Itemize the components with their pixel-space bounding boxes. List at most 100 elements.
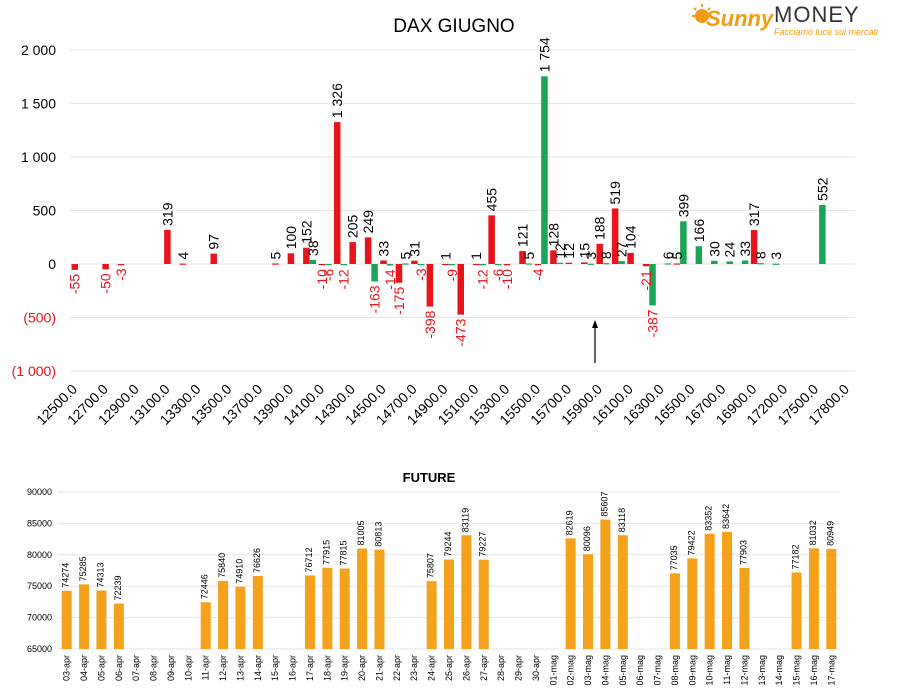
x-tick-label: 16-mag bbox=[809, 655, 819, 686]
data-label: 128 bbox=[545, 223, 561, 247]
data-label: 83642 bbox=[721, 504, 731, 529]
future-chart: FUTURE 90000 85000 80000 75000 70000 65000 74… bbox=[27, 470, 840, 686]
data-label: -12 bbox=[475, 269, 491, 289]
x-tick-label: 12-mag bbox=[739, 655, 749, 686]
x-tick-label: 27-apr bbox=[479, 655, 489, 681]
x-tick-label: 30-apr bbox=[531, 655, 541, 681]
data-label: 24 bbox=[722, 242, 738, 258]
bar bbox=[371, 264, 378, 282]
data-label: 74313 bbox=[95, 562, 105, 587]
bar bbox=[478, 559, 489, 649]
bar bbox=[179, 263, 187, 265]
bar bbox=[210, 253, 217, 264]
bar bbox=[611, 208, 619, 264]
data-label: 82619 bbox=[565, 510, 575, 535]
bar bbox=[503, 264, 511, 266]
bar bbox=[402, 263, 409, 265]
data-label: -55 bbox=[67, 274, 83, 294]
data-label: -14 bbox=[382, 269, 398, 289]
data-label: 455 bbox=[484, 188, 500, 212]
data-label: 8 bbox=[598, 251, 614, 259]
data-label: 79227 bbox=[478, 532, 488, 557]
data-label: 83119 bbox=[460, 508, 470, 532]
data-label: -3 bbox=[113, 268, 129, 281]
chart-title: DAX GIUGNO bbox=[393, 16, 514, 37]
bar bbox=[357, 548, 368, 649]
x-tick-label: 14-mag bbox=[774, 655, 784, 686]
data-label: 80949 bbox=[825, 521, 835, 546]
data-label: 5 bbox=[397, 251, 413, 259]
data-label: -10 bbox=[314, 269, 330, 289]
bar bbox=[826, 548, 837, 649]
bar bbox=[448, 264, 456, 266]
data-label: 72239 bbox=[113, 576, 123, 601]
data-label: 30 bbox=[706, 241, 722, 257]
bar bbox=[534, 264, 542, 266]
x-tick-label: 02-mag bbox=[566, 655, 576, 686]
sunny-money-logo: Sunny MONEY Facciamo luce sui mercati bbox=[688, 2, 893, 38]
bar bbox=[304, 575, 315, 649]
bar bbox=[71, 264, 78, 270]
bar bbox=[649, 264, 656, 306]
bar bbox=[102, 264, 109, 270]
data-label: 85607 bbox=[599, 492, 609, 517]
bar bbox=[757, 263, 764, 265]
data-label: 81005 bbox=[356, 520, 366, 545]
data-label: 317 bbox=[746, 203, 762, 227]
data-label: 552 bbox=[814, 177, 830, 201]
data-label: -6 bbox=[490, 268, 506, 281]
data-label: -398 bbox=[422, 310, 438, 338]
bar bbox=[772, 263, 780, 265]
data-label: 8 bbox=[753, 251, 769, 259]
bar bbox=[287, 253, 295, 264]
data-label: 1 326 bbox=[329, 83, 345, 118]
bar bbox=[680, 221, 687, 264]
bar bbox=[596, 243, 603, 264]
bar bbox=[711, 260, 718, 264]
bar bbox=[426, 264, 434, 307]
bar bbox=[380, 260, 387, 264]
data-label: -175 bbox=[391, 287, 407, 315]
x-tick-label: 06-apr bbox=[114, 655, 124, 681]
bar bbox=[583, 554, 594, 649]
bar bbox=[411, 260, 418, 264]
data-label: 4 bbox=[175, 252, 191, 260]
data-label: 104 bbox=[623, 225, 639, 249]
x-tick-label: 05-mag bbox=[618, 655, 628, 686]
x-tick-label: 13-mag bbox=[757, 655, 767, 686]
bar bbox=[417, 264, 425, 266]
x-tick-label: 17-apr bbox=[305, 655, 315, 681]
data-label: 5 bbox=[669, 251, 685, 259]
bar bbox=[479, 264, 486, 266]
x-tick-label: 09-apr bbox=[166, 655, 176, 681]
dax-giugno-chart: DAX GIUGNO 2 000 1 500 1 000 500 0 (500) (1 00… bbox=[12, 16, 855, 428]
bar bbox=[550, 250, 557, 264]
x-tick-label: 25-apr bbox=[444, 655, 454, 681]
bar bbox=[741, 260, 749, 264]
x-tick-label: 07-apr bbox=[131, 655, 141, 681]
bar bbox=[457, 264, 464, 315]
data-label: -163 bbox=[367, 285, 383, 313]
data-label: -50 bbox=[98, 273, 114, 293]
bar bbox=[618, 261, 625, 264]
data-label: 83118 bbox=[617, 508, 627, 532]
x-tick-label: 15-apr bbox=[270, 655, 280, 681]
future-title: FUTURE bbox=[403, 470, 456, 485]
bar bbox=[272, 263, 279, 265]
bar bbox=[642, 264, 650, 267]
x-tick-label: 03-mag bbox=[583, 655, 593, 686]
bar bbox=[96, 590, 107, 649]
bar bbox=[819, 204, 826, 264]
data-label: 15 bbox=[576, 243, 592, 259]
data-label: 76626 bbox=[252, 548, 262, 573]
data-label: 74910 bbox=[234, 559, 244, 584]
y-tick-label: 1 500 bbox=[21, 96, 56, 112]
bar bbox=[349, 242, 356, 264]
bar bbox=[704, 533, 715, 649]
data-label: 97 bbox=[206, 234, 222, 250]
x-tick-label: 16-apr bbox=[288, 655, 298, 681]
bar bbox=[79, 584, 90, 649]
x-tick-label: 10-mag bbox=[705, 655, 715, 686]
bar bbox=[488, 215, 495, 264]
bar bbox=[808, 548, 819, 649]
